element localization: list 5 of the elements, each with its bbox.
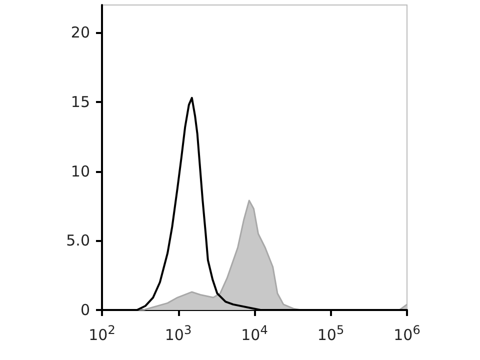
y-tick-label: 10 [70,162,90,180]
y-tick-label: 0 [80,301,90,319]
y-tick-label: 5.0 [66,232,90,250]
y-tick-label: 20 [70,24,90,42]
y-tick-label: 15 [70,93,90,112]
